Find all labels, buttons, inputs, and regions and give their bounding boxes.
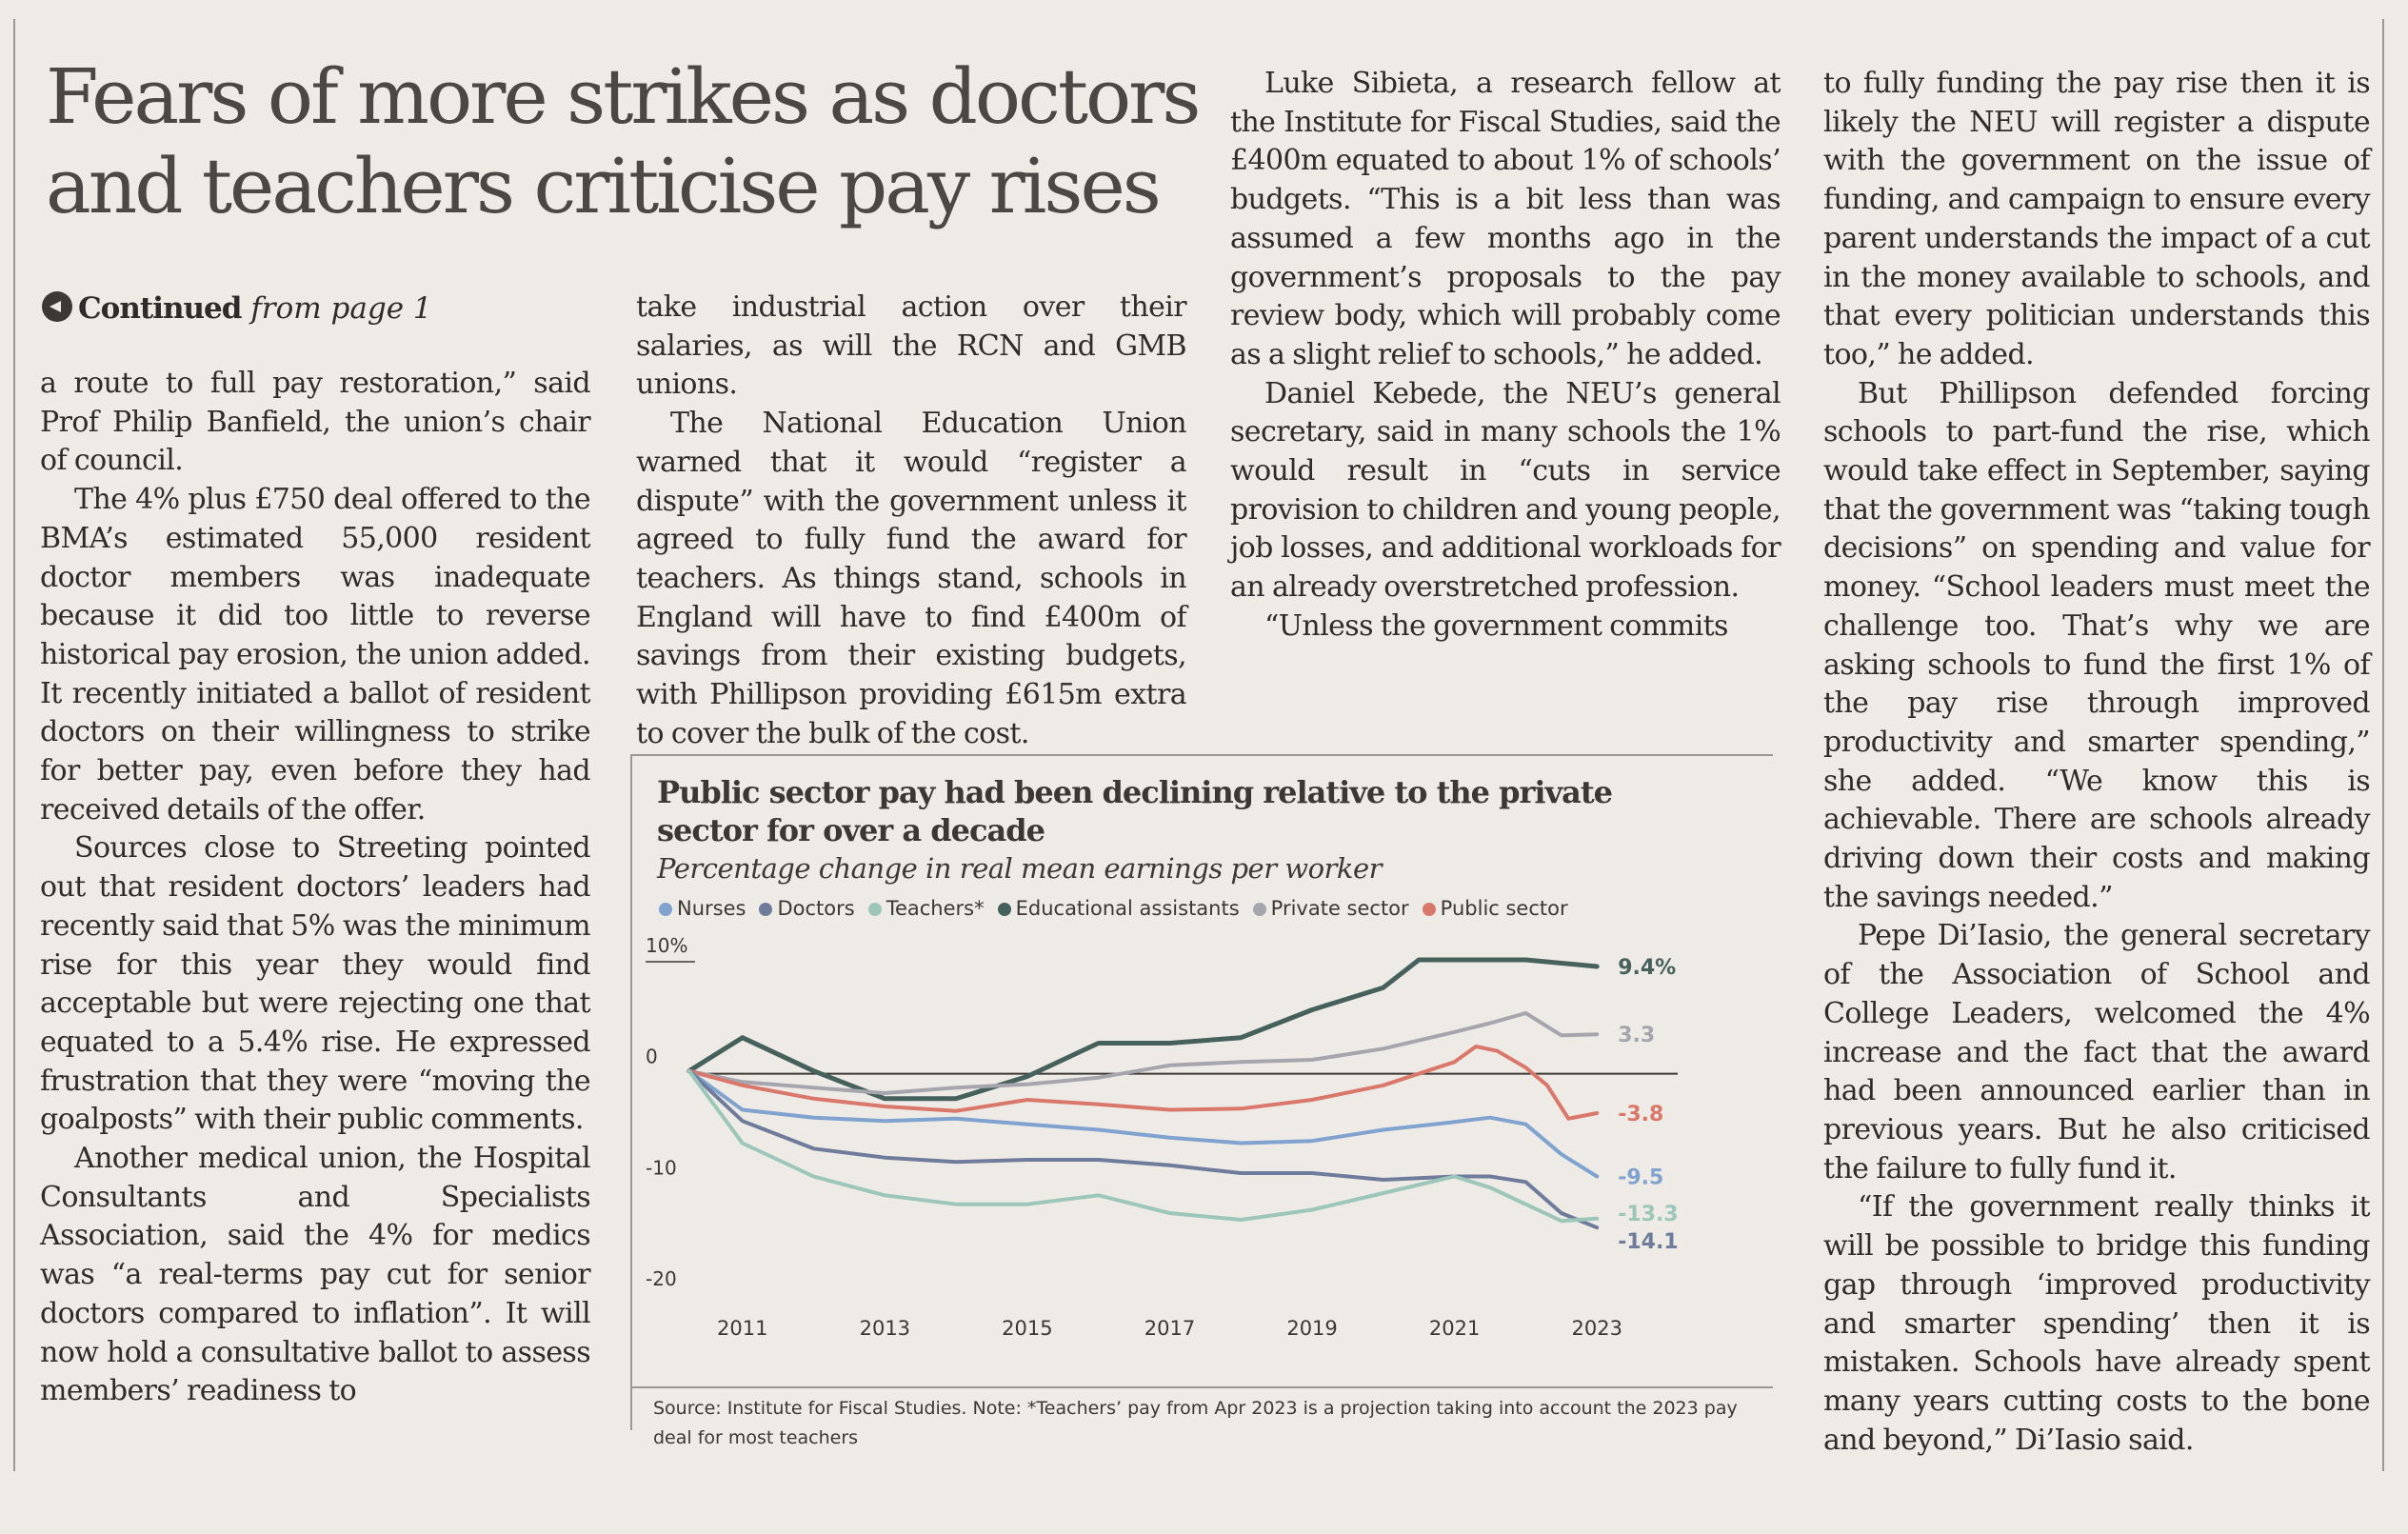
legend-label: Public sector [1440, 897, 1568, 920]
x-tick-label: 2023 [1571, 1317, 1622, 1340]
y-tick-label: -10 [646, 1156, 677, 1179]
paragraph: The National Education Union warned that… [636, 407, 1187, 750]
paragraph: “If the government really thinks it will… [1823, 1190, 2371, 1457]
series-line-educational-assistants [687, 957, 1600, 1102]
chart-source-rule [630, 1386, 1773, 1388]
chart-plot: 10% 0 -10 -20 2011 2013 2015 2017 2019 2021 2023 -9… [646, 934, 1679, 1340]
headline: Fears of more strikes as doctors and tea… [46, 52, 1201, 230]
x-tick-label: 2015 [1002, 1317, 1052, 1340]
chart-legend: Nurses Doctors Teachers* Educational assist… [659, 893, 1582, 924]
paragraph: Pepe Di’Iasio, the general secretary of … [1823, 919, 2371, 1185]
series-end-label: -14.1 [1618, 1230, 1678, 1254]
chart-subtitle: Percentage change in real mean earnings … [657, 852, 1383, 885]
y-tick-label: 0 [646, 1046, 658, 1068]
legend-swatch [659, 903, 672, 916]
back-arrow-icon [42, 291, 72, 322]
series-end-label: 3.3 [1618, 1024, 1655, 1047]
chart-source-note: Source: Institute for Fiscal Studies. No… [653, 1398, 1738, 1448]
article-column-3: Luke Sibieta, a research fellow at the I… [1230, 65, 1781, 647]
paragraph: Daniel Kebede, the NEU’s general secreta… [1230, 376, 1781, 605]
legend-swatch [867, 903, 882, 916]
pay-chart: Public sector pay had been declining rel… [630, 750, 1773, 1464]
y-tick-label: -20 [646, 1267, 677, 1290]
chart-left-rule [630, 754, 632, 1430]
legend-label: Nurses [677, 897, 746, 920]
continued-from-page: Continued from page 1 [42, 286, 432, 331]
series-line-teachers [687, 1068, 1600, 1224]
paragraph: The 4% plus £750 deal offered to the BMA… [40, 483, 591, 827]
article-column-4: to fully funding the pay rise then it is… [1823, 65, 2371, 1460]
paragraph: Another medical union, the Hospital Cons… [40, 1142, 591, 1408]
paragraph: Luke Sibieta, a research fellow at the I… [1230, 67, 1781, 371]
legend-label: Doctors [777, 897, 855, 920]
legend-label: Teachers* [886, 897, 985, 920]
legend-label: Educational assistants [1015, 897, 1240, 920]
left-margin-rule [13, 19, 15, 1471]
series-line-nurses [687, 1068, 1600, 1179]
legend-swatch [1422, 903, 1436, 916]
legend-label: Private sector [1270, 897, 1409, 920]
legend-item: Nurses [659, 897, 746, 920]
from-page-label: from page 1 [250, 291, 432, 326]
chart-title: Public sector pay had been declining rel… [657, 774, 1613, 848]
x-tick-label: 2011 [717, 1317, 767, 1340]
x-tick-label: 2021 [1429, 1317, 1480, 1340]
x-tick-label: 2013 [860, 1317, 910, 1340]
legend-item: Educational assistants [997, 897, 1240, 920]
paragraph: a route to full pay restoration,” said P… [40, 367, 591, 478]
paragraph: Sources close to Streeting pointed out t… [40, 831, 591, 1137]
series-end-label: -3.8 [1618, 1103, 1663, 1126]
legend-item: Private sector [1252, 897, 1409, 920]
legend-swatch [997, 903, 1011, 916]
right-margin-rule [2382, 19, 2384, 1471]
legend-swatch [1252, 903, 1266, 916]
x-tick-label: 2019 [1286, 1317, 1337, 1340]
paragraph: to fully funding the pay rise then it is… [1823, 67, 2371, 371]
series-line-public-sector [687, 1045, 1600, 1121]
continued-label: Continued [78, 291, 242, 326]
paragraph: But Phillipson defended forcing schools … [1823, 376, 2371, 914]
y-tick-label: 10% [646, 934, 687, 957]
series-end-label: 9.4% [1618, 956, 1676, 980]
legend-item: Teachers* [867, 897, 985, 920]
series-end-label: -9.5 [1618, 1166, 1663, 1190]
x-tick-label: 2017 [1144, 1317, 1195, 1340]
series-end-label: -13.3 [1618, 1203, 1678, 1226]
paragraph: “Unless the government commits [1264, 608, 1728, 643]
series-line-private-sector [687, 1011, 1600, 1095]
legend-item: Public sector [1422, 897, 1568, 920]
article-column-2: take industrial action over their salari… [636, 289, 1187, 753]
paragraph: take industrial action over their salari… [636, 290, 1187, 402]
article-column-1: a route to full pay restoration,” said P… [40, 365, 591, 1411]
legend-item: Doctors [759, 897, 855, 920]
series-line-doctors [687, 1068, 1600, 1230]
legend-swatch [759, 903, 773, 916]
chart-top-rule [630, 754, 1773, 756]
